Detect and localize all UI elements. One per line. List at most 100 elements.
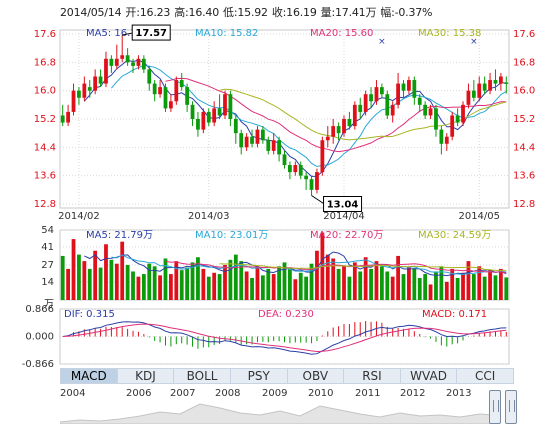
tab-kdj[interactable]: KDJ [117, 368, 175, 384]
volume-bar [206, 276, 211, 300]
volume-bar [315, 250, 319, 300]
candle-body [60, 115, 65, 123]
volume-bar [120, 241, 125, 300]
candle-body [412, 80, 417, 98]
price-axis-label-right: 16.8 [513, 57, 535, 68]
candle-body [98, 76, 103, 84]
overview-navigator[interactable] [60, 386, 494, 424]
volume-bar [244, 271, 249, 300]
overview-year: 2009 [262, 388, 288, 399]
candle-body [271, 140, 276, 151]
candle-body [434, 108, 438, 130]
candle-body [379, 87, 384, 95]
volume-bar [185, 267, 190, 300]
macd-axis-label: 0.866 [25, 304, 54, 315]
volume-ma-legend: MA20: 22.70万 [310, 230, 383, 241]
volume-bar [104, 244, 108, 300]
volume-bar [455, 277, 460, 300]
candle-body [417, 97, 422, 105]
candle-body [320, 140, 325, 173]
volume-bar [488, 270, 492, 300]
range-handle-left[interactable] [489, 390, 501, 424]
volume-bar [342, 266, 346, 300]
volume-bar [304, 276, 309, 300]
open-label: 开: [125, 6, 140, 19]
volume-value: 17.41万 [334, 6, 377, 19]
candle-body [104, 58, 108, 84]
candle-body [439, 129, 444, 144]
open-value: 16.23 [139, 6, 171, 19]
candle-body [201, 111, 206, 130]
price-axis-label-right: 16.0 [513, 86, 535, 97]
macd-axis-label: -0.866 [22, 359, 54, 368]
candle-body [471, 90, 476, 98]
volume-bar [412, 268, 417, 300]
candle-body [255, 129, 260, 144]
volume-bar [277, 266, 281, 300]
volume-ma10-line [111, 254, 507, 276]
volume-bar [417, 277, 422, 300]
volume-bar [352, 262, 357, 300]
volume-bar [444, 281, 449, 300]
candle-body [120, 55, 125, 59]
range-handle-right[interactable] [505, 390, 517, 424]
dea-legend: DEA: 0.230 [258, 309, 314, 320]
candle-body [196, 119, 200, 130]
candle-body [179, 80, 184, 88]
candle-body [347, 119, 352, 127]
price-axis-label-left: 15.2 [34, 114, 56, 125]
candle-body [266, 140, 271, 151]
candle-body [212, 108, 217, 123]
candle-body [336, 126, 341, 134]
tab-cci[interactable]: CCI [457, 368, 514, 384]
kline-chart[interactable]: 17.6 17.6 16.8 16.8 16.0 16.0 15.2 15.2 14.4 14.4… [0, 0, 535, 368]
overview-year: 2010 [308, 388, 334, 399]
tab-macd[interactable]: MACD [60, 368, 118, 384]
tab-obv[interactable]: OBV [287, 368, 345, 384]
dea-line [62, 323, 507, 353]
tab-psy[interactable]: PSY [230, 368, 288, 384]
price-axis-label-left: 17.6 [34, 29, 56, 40]
high-annotation-box [131, 24, 171, 41]
volume-unit-label: 万 [44, 299, 54, 310]
volume-bar [498, 268, 503, 300]
close-value: 16.19 [286, 6, 317, 19]
volume-bar [396, 255, 400, 300]
candle-body [444, 136, 449, 144]
tab-wvad[interactable]: WVAD [400, 368, 458, 384]
low-label: 低: [223, 6, 238, 19]
candle-body [407, 80, 411, 91]
event-marker: × [378, 37, 386, 47]
candle-body [163, 87, 168, 109]
candle-body [293, 165, 298, 173]
candle-body [277, 140, 281, 155]
volume-bar [439, 266, 444, 300]
candle-body [136, 58, 141, 66]
volume-bar [298, 272, 303, 300]
volume-bar [260, 275, 265, 300]
volume-axis-label: 54 [41, 225, 54, 236]
event-marker: × [470, 37, 478, 47]
candle-body [288, 165, 292, 173]
volume-bar [66, 268, 71, 300]
volume-bar [336, 268, 341, 300]
candle-body [498, 76, 503, 84]
tab-boll[interactable]: BOLL [174, 368, 231, 384]
volume-bar [461, 272, 465, 300]
volume-bar [504, 277, 509, 300]
volume-bar [201, 268, 206, 300]
date-label: 2014/02 [58, 211, 100, 222]
price-axis-label-right: 17.6 [513, 29, 535, 40]
tab-rsi[interactable]: RSI [344, 368, 401, 384]
price-axis-label-left: 13.6 [34, 171, 56, 182]
volume-ma-legend: MA10: 23.01万 [195, 230, 268, 241]
volume-bar [407, 267, 411, 300]
volume-bar [325, 254, 330, 300]
candle-body [282, 154, 287, 166]
price-axis-label-left: 12.8 [34, 199, 56, 210]
candle-body [396, 83, 400, 105]
price-ma-legend: MA30: 15.38 [418, 28, 481, 39]
candle-body [244, 136, 249, 148]
low-pointer [311, 195, 324, 204]
candle-body [493, 80, 498, 84]
